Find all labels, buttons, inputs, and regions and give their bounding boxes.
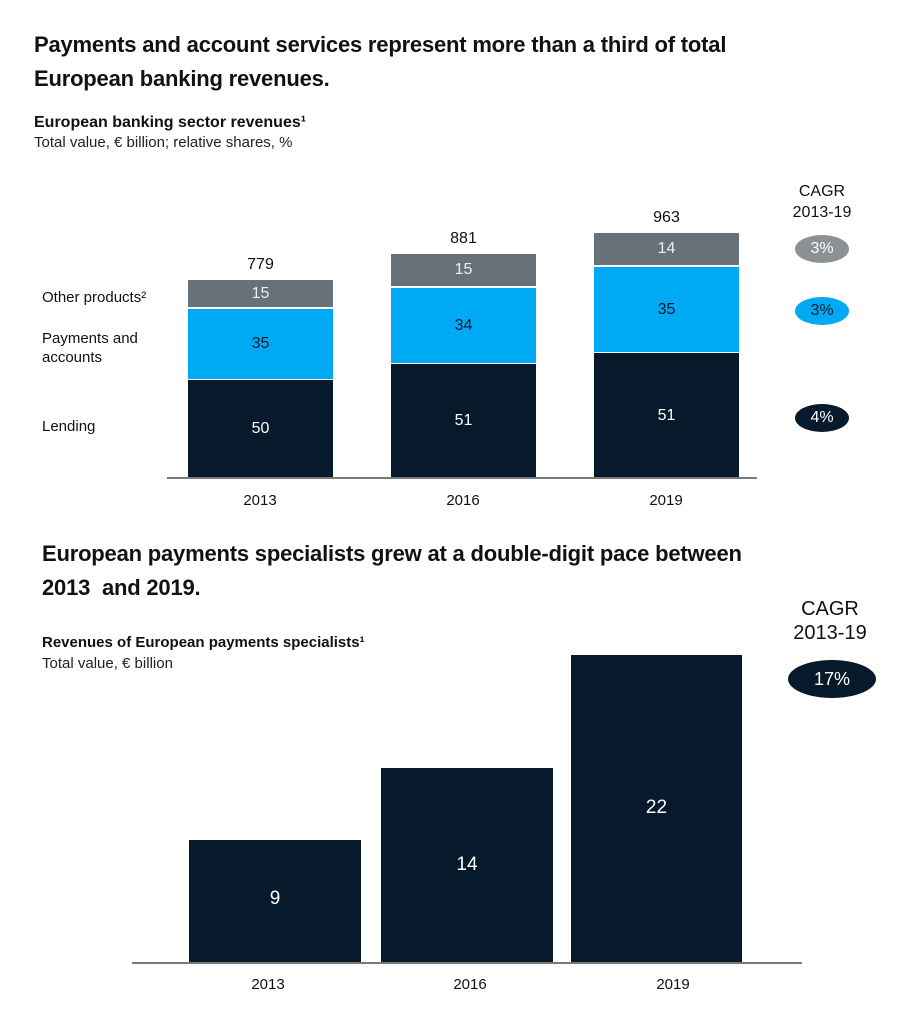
chart1-headline-line2: European banking revenues. <box>34 66 330 91</box>
segment-other: 15 <box>188 280 333 307</box>
segment-other: 15 <box>391 254 536 286</box>
chart2-subtitle: Revenues of European payments specialist… <box>42 634 365 651</box>
cagr-pill-payments: 3% <box>795 297 849 325</box>
x-tick-2013: 2013 <box>251 976 285 993</box>
chart1-subtitle: European banking sector revenues¹ <box>34 114 307 131</box>
bar-total-label: 963 <box>653 209 680 226</box>
bar-value-label: 9 <box>269 888 281 909</box>
legend-payments-accounts: Payments and accounts <box>42 330 138 366</box>
x-tick-2019: 2019 <box>649 492 683 509</box>
bar-2013: 9 <box>189 840 361 963</box>
chart2-headline-line1: European payments specialists grew at a … <box>42 541 742 566</box>
chart1-x-axis <box>167 477 757 479</box>
x-tick-2013: 2013 <box>243 492 277 509</box>
x-tick-2016: 2016 <box>453 976 487 993</box>
chart1-cagr-header: CAGR 2013-19 <box>792 183 852 221</box>
chart1-headline-line1: Payments and account services represent … <box>34 32 727 57</box>
chart2-unit: Total value, € billion <box>42 655 173 672</box>
legend-other-products: Other products² <box>42 289 147 306</box>
segment-lending: 51 <box>391 364 536 478</box>
legend-lending: Lending <box>42 418 96 435</box>
x-tick-2016: 2016 <box>446 492 480 509</box>
cagr-pill-specialists: 17% <box>788 660 876 698</box>
chart1-unit: Total value, € billion; relative shares,… <box>34 134 293 151</box>
segment-payments: 35 <box>188 309 333 379</box>
bar-total-label: 881 <box>450 230 477 247</box>
segment-payments: 35 <box>594 267 739 352</box>
cagr-pill-lending: 4% <box>795 404 849 432</box>
bar-2019: 22 <box>571 655 742 963</box>
stacked-bar-2016: 881 15 34 51 <box>391 230 536 478</box>
chart2-x-axis <box>132 962 802 964</box>
chart2-headline: European payments specialists grew at a … <box>42 537 742 605</box>
cagr-pill-other: 3% <box>795 235 849 263</box>
stacked-bar-2013: 779 15 35 50 <box>188 256 333 478</box>
segment-other: 14 <box>594 233 739 265</box>
chart2-cagr-header: CAGR 2013-19 <box>793 598 867 644</box>
chart2-headline-line2: 2013 and 2019. <box>42 575 201 600</box>
chart1-headline: Payments and account services represent … <box>34 28 726 96</box>
x-tick-2019: 2019 <box>656 976 690 993</box>
bar-total-label: 779 <box>247 256 274 273</box>
segment-lending: 50 <box>188 380 333 478</box>
bar-value-label: 22 <box>645 797 668 818</box>
stacked-bar-2019: 963 14 35 51 <box>594 209 739 478</box>
segment-lending: 51 <box>594 353 739 478</box>
bar-2016: 14 <box>381 768 553 963</box>
segment-payments: 34 <box>391 288 536 363</box>
bar-value-label: 14 <box>456 854 478 875</box>
